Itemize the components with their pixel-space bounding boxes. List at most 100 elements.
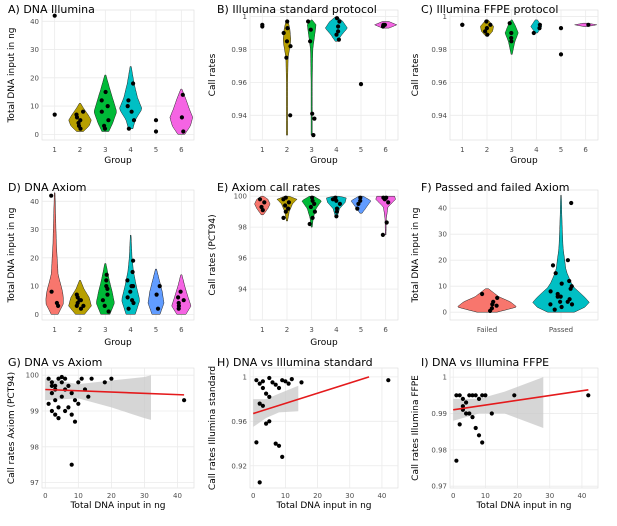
panel-F: 0 10 20 30 40 Failed Passed F) Passed and faile… [411, 181, 599, 334]
data-point [286, 381, 291, 386]
x-tick-label: 1 [460, 146, 464, 154]
data-point [356, 201, 361, 206]
data-point [53, 398, 58, 403]
data-point [337, 201, 342, 206]
data-point [558, 294, 563, 299]
data-point [288, 113, 293, 118]
data-point [69, 412, 74, 417]
data-point [565, 258, 571, 263]
x-tick-label: 2 [285, 326, 289, 334]
data-point [355, 206, 360, 211]
data-point [310, 195, 315, 200]
data-point [254, 378, 259, 383]
data-point [128, 289, 133, 294]
data-point [299, 380, 304, 385]
data-point [548, 289, 553, 294]
plot-area [249, 367, 399, 489]
y-tick-label: 1 [243, 13, 247, 21]
data-point [476, 396, 482, 401]
plot-area [41, 189, 195, 321]
y-tick-label: 40 [438, 205, 447, 213]
data-point [131, 81, 136, 86]
data-point [307, 221, 312, 227]
y-tick-label: 0.98 [431, 446, 447, 454]
y-tick-label: 0.94 [431, 112, 447, 120]
violin-A-6 [169, 88, 193, 135]
data-point [283, 209, 288, 214]
violin-A-2 [68, 103, 92, 132]
y-tick-label: 0.94 [231, 112, 247, 120]
data-point [558, 299, 563, 304]
data-point [386, 200, 391, 205]
data-point [56, 416, 61, 421]
data-point [49, 408, 55, 414]
x-tick-label: 40 [577, 492, 586, 500]
data-point [264, 421, 269, 426]
data-point [181, 298, 186, 303]
y-tick-label: 20 [30, 74, 39, 82]
y-axis-label: Call rates Axiom (PCT94) [7, 372, 17, 484]
x-tick-label: 3 [309, 146, 313, 154]
data-point [330, 197, 335, 202]
data-point [126, 306, 131, 311]
data-point [99, 109, 104, 114]
data-point [126, 126, 131, 131]
plot-area [449, 9, 599, 141]
data-point [312, 201, 317, 206]
data-point [509, 39, 514, 44]
data-point [264, 391, 269, 396]
data-point [260, 208, 265, 213]
data-point [125, 295, 130, 300]
regression-line [453, 389, 589, 411]
data-point [102, 303, 107, 308]
x-tick-label: 4 [128, 146, 133, 154]
data-point [254, 440, 259, 445]
x-tick-label: 30 [545, 492, 554, 500]
data-point [102, 123, 107, 128]
data-point [334, 214, 339, 219]
data-point [56, 376, 61, 381]
data-point [283, 203, 288, 208]
x-tick-label: 4 [334, 146, 339, 154]
data-point [310, 111, 315, 116]
data-point [109, 376, 114, 381]
data-point [334, 16, 340, 21]
panel-D: 0 10 20 30 40 1 2 3 4 5 6 D) DNA Axiom Group Total DN… [7, 181, 195, 348]
x-tick-label: 3 [509, 146, 513, 154]
y-tick-label: 10 [30, 103, 39, 111]
y-tick-label: 1 [443, 374, 447, 382]
x-axis-label: Group [104, 156, 132, 166]
data-point [99, 98, 104, 103]
data-point [358, 198, 363, 203]
violin-F-Passed [532, 194, 590, 313]
data-point [260, 24, 265, 29]
panel-B: 0.94 0.96 0.98 1 1 2 3 4 5 6 B) Illumina standard … [208, 3, 399, 166]
x-tick-label: 2 [78, 146, 82, 154]
y-tick-label: 20 [30, 254, 39, 262]
data-point [182, 398, 187, 403]
data-point [78, 118, 83, 123]
data-point [281, 197, 286, 202]
data-point [105, 292, 110, 297]
data-point [308, 39, 313, 44]
data-point [81, 109, 86, 114]
data-point [280, 454, 285, 459]
x-tick-label: 20 [107, 492, 116, 500]
panel-title: F) Passed and failed Axiom [421, 181, 569, 194]
data-point [76, 401, 81, 406]
violin-C-6 [574, 22, 597, 27]
x-tick-label: 20 [513, 492, 522, 500]
data-point [267, 394, 272, 399]
x-tick-label: 2 [285, 146, 289, 154]
violin-B-3 [307, 19, 317, 136]
panel-title: G) DNA vs Axiom [8, 356, 102, 369]
data-point [257, 401, 262, 406]
panel-title: I) DNA vs Illumina FFPE [421, 356, 549, 369]
data-point [548, 302, 553, 307]
y-tick-label: 94 [238, 286, 247, 294]
violin-F-Failed [457, 288, 517, 313]
data-point [334, 32, 339, 37]
data-point [106, 118, 111, 123]
